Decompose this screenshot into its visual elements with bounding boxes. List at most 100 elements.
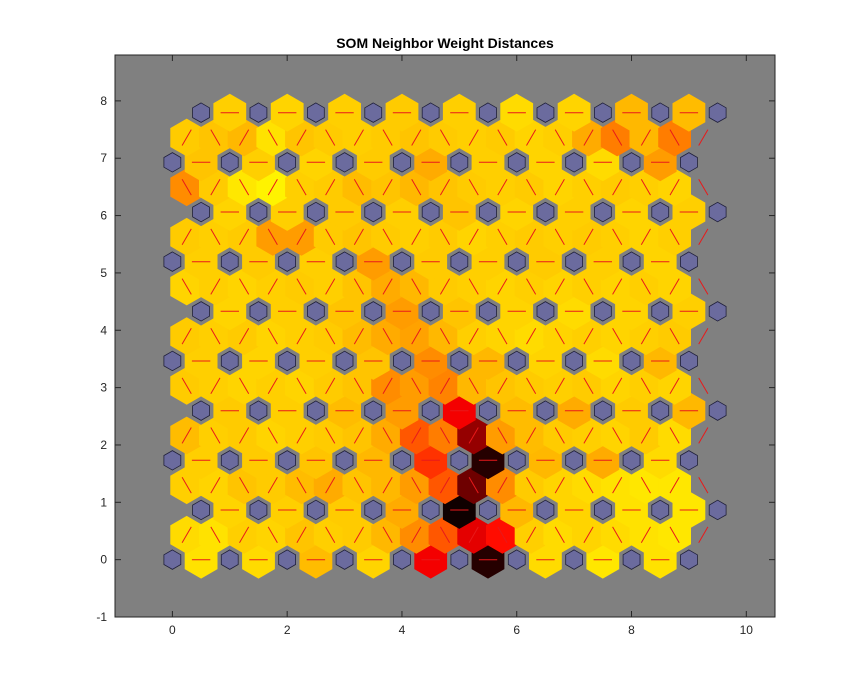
neuron-hexagon xyxy=(565,251,583,272)
neuron-hexagon xyxy=(249,201,268,223)
neighbor-link-line xyxy=(468,427,479,444)
neuron-hexagon xyxy=(393,251,411,272)
neighbor-link-line xyxy=(698,327,709,345)
neuron-hexagon xyxy=(680,549,698,570)
y-tick-label: 8 xyxy=(100,94,107,108)
neighbor-link-line xyxy=(554,278,565,295)
neuron-hexagon xyxy=(565,549,583,570)
neighbor-link-line xyxy=(439,427,451,444)
y-tick-label: 0 xyxy=(100,553,107,567)
neighbor-link-line xyxy=(296,427,307,444)
neighbor-link-line xyxy=(210,476,221,494)
neuron-hexagon xyxy=(306,102,325,123)
neuron-hexagon xyxy=(249,301,268,322)
neuron-hexagon xyxy=(335,549,354,570)
chart-title: SOM Neighbor Weight Distances xyxy=(336,35,554,51)
neighbor-link-line xyxy=(267,228,278,246)
neighbor-link-line xyxy=(612,427,623,444)
neighbor-link-line xyxy=(353,129,364,146)
neighbor-link-line xyxy=(210,278,221,295)
neighbor-link-line xyxy=(468,129,479,146)
neuron-hexagon xyxy=(393,450,411,471)
x-tick-label: 0 xyxy=(169,623,176,637)
neighbor-link-line xyxy=(353,327,364,345)
neuron-hexagon xyxy=(421,201,440,223)
neighbor-link-line xyxy=(181,228,192,246)
neighbor-link-line xyxy=(583,427,594,444)
neuron-hexagon xyxy=(536,400,555,421)
neuron-hexagon xyxy=(220,152,239,173)
neighbor-link-line xyxy=(640,377,651,395)
neighbor-link-line xyxy=(640,178,651,196)
neighbor-link-line xyxy=(612,178,623,196)
neighbor-link-line xyxy=(181,178,192,196)
neighbor-link-line xyxy=(698,427,709,444)
neuron-hexagon xyxy=(536,499,555,521)
neighbor-link-line xyxy=(612,327,623,345)
neighbor-link-line xyxy=(526,476,537,494)
neuron-hexagon xyxy=(680,251,698,272)
neuron-hexagon xyxy=(163,152,182,173)
neighbor-link-line xyxy=(411,278,422,295)
neighbor-link-line xyxy=(554,228,565,246)
neuron-hexagon xyxy=(192,499,210,521)
neighbor-link-line xyxy=(267,178,278,196)
neuron-hexagon xyxy=(479,201,497,223)
neighbor-link-line xyxy=(468,178,479,196)
neuron-hexagon xyxy=(708,499,727,521)
x-tick-label: 8 xyxy=(628,623,635,637)
neuron-hexagon xyxy=(479,400,497,421)
neighbor-link-line xyxy=(210,228,221,246)
neighbor-link-line xyxy=(382,129,393,146)
neuron-hexagon xyxy=(651,102,670,123)
neuron-hexagon xyxy=(479,102,497,123)
neighbor-link-line xyxy=(296,178,307,196)
neighbor-link-line xyxy=(497,327,508,345)
neighbor-link-line xyxy=(382,377,393,395)
neuron-hexagon xyxy=(163,350,182,372)
neighbor-link-line xyxy=(239,228,250,246)
neighbor-link-line xyxy=(468,526,479,544)
neighbor-link-line xyxy=(640,278,651,295)
neighbor-link-line xyxy=(239,526,250,544)
neuron-hexagon xyxy=(450,152,469,173)
neighbor-link-line xyxy=(497,178,508,196)
neighbor-link-line xyxy=(669,178,680,196)
neuron-hexagon xyxy=(594,499,612,521)
neighbor-link-line xyxy=(583,526,594,544)
neighbor-link-line xyxy=(554,129,565,146)
neighbor-link-line xyxy=(353,278,364,295)
x-tick-label: 6 xyxy=(513,623,520,637)
neighbor-link-line xyxy=(411,377,422,395)
neuron-hexagon xyxy=(507,549,526,570)
neighbor-link-line xyxy=(468,278,479,295)
neuron-hexagon xyxy=(594,301,612,322)
neighbor-link-line xyxy=(181,526,192,544)
neighbor-link-line xyxy=(669,129,680,146)
neighbor-link-line xyxy=(468,476,479,494)
neuron-hexagon xyxy=(249,400,268,421)
neuron-hexagon xyxy=(708,400,727,421)
neighbor-link-line xyxy=(325,228,336,246)
neuron-hexagon xyxy=(507,450,526,471)
neighbor-link-line xyxy=(267,427,278,444)
neuron-hexagon xyxy=(708,201,727,223)
neighbor-link-line xyxy=(640,228,651,246)
neighbor-link-line xyxy=(669,377,680,395)
neuron-hexagon xyxy=(364,201,383,223)
neighbor-link-line xyxy=(439,129,451,146)
neighbor-link-line xyxy=(612,377,623,395)
neighbor-link-line xyxy=(353,427,364,444)
neuron-hexagon xyxy=(479,301,497,322)
neighbor-link-line xyxy=(583,178,594,196)
neighbor-link-line xyxy=(411,129,422,146)
neuron-hexagon xyxy=(536,201,555,223)
neighbor-link-line xyxy=(439,526,451,544)
neighbor-link-line xyxy=(382,178,393,196)
neighbor-link-line xyxy=(468,377,479,395)
neuron-hexagon xyxy=(163,251,182,272)
neighbor-link-line xyxy=(267,526,278,544)
neighbor-link-line xyxy=(497,129,508,146)
neuron-hexagon xyxy=(565,450,583,471)
neighbor-link-line xyxy=(353,228,364,246)
